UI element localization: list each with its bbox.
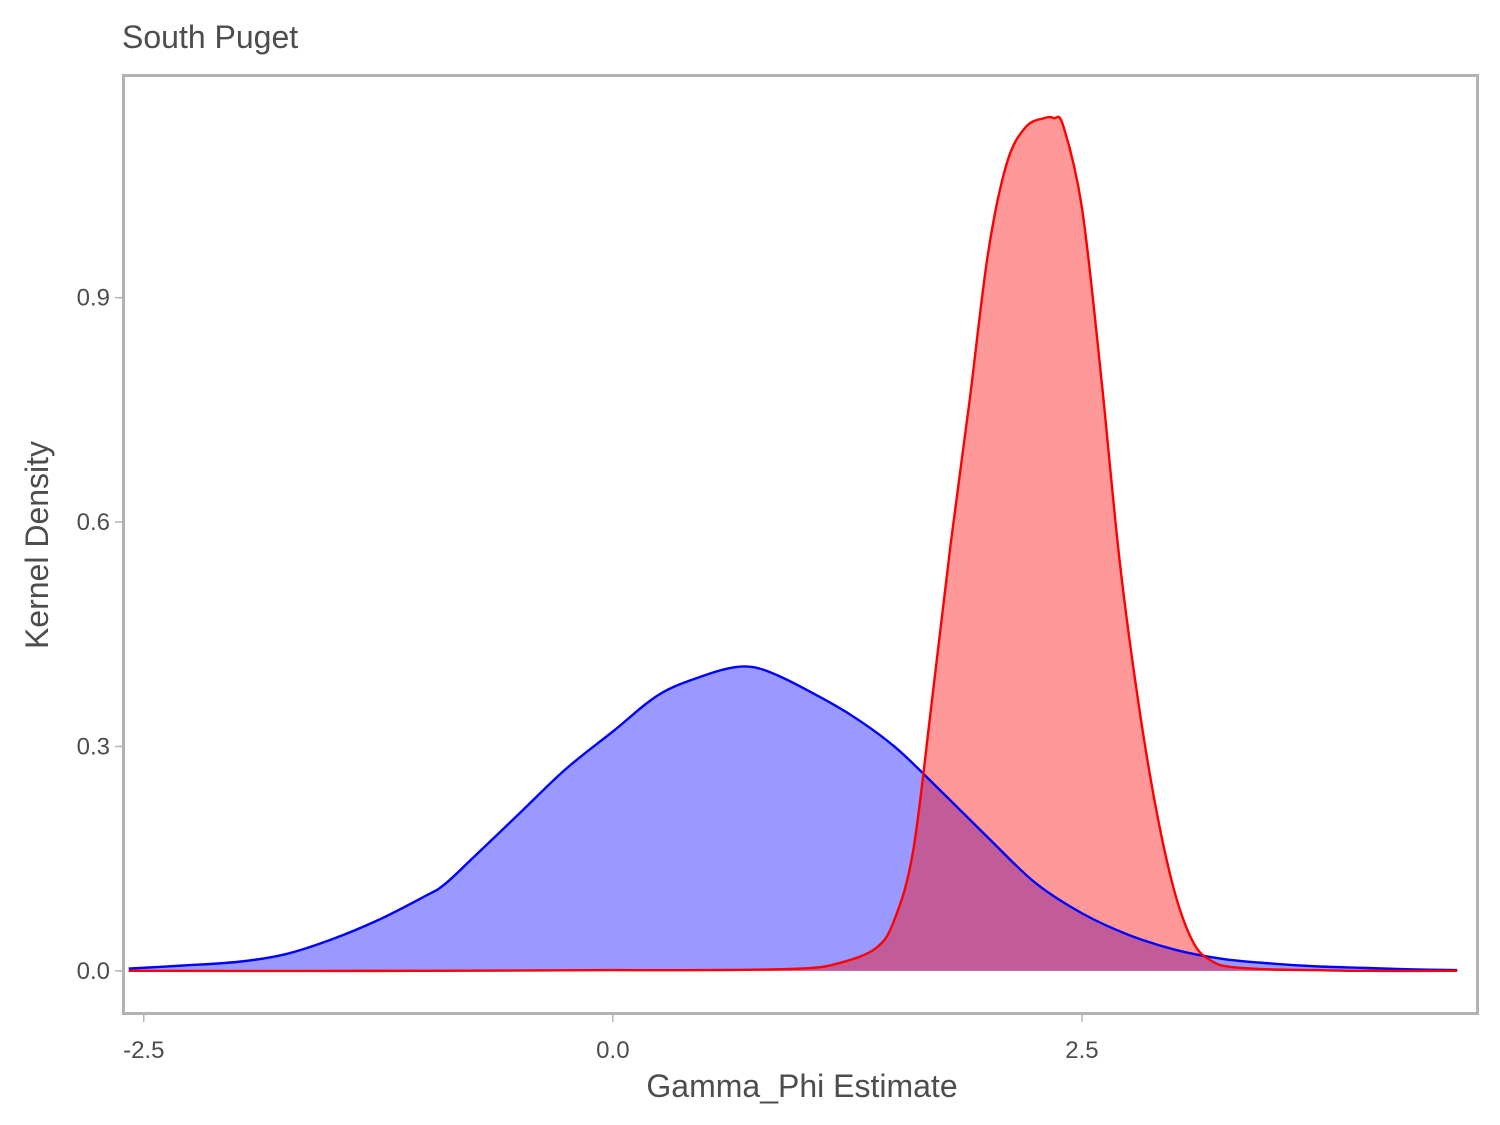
y-tick-label: 0.0 — [77, 958, 110, 985]
x-tick-label: 2.5 — [1065, 1037, 1098, 1064]
x-tick-label: 0.0 — [596, 1037, 629, 1064]
series-layer — [128, 115, 1458, 973]
x-tick-label: -2.5 — [123, 1037, 164, 1064]
chart-title: South Puget — [122, 19, 298, 55]
y-axis: 0.0 0.3 0.6 0.9 — [77, 285, 123, 985]
y-axis-title: Kernel Density — [19, 441, 55, 649]
plot-panel-border — [122, 74, 1479, 1015]
x-axis: -2.5 0.0 2.5 — [123, 1014, 1099, 1064]
density-line-1 — [128, 665, 1458, 972]
density-line-2 — [128, 115, 1458, 973]
y-tick-label: 0.6 — [77, 509, 110, 536]
y-tick-label: 0.9 — [77, 285, 110, 312]
density-area-1 — [128, 666, 1458, 971]
x-axis-title: Gamma_Phi Estimate — [646, 1068, 957, 1104]
density-area-2 — [128, 116, 1458, 971]
y-tick-label: 0.3 — [77, 733, 110, 760]
